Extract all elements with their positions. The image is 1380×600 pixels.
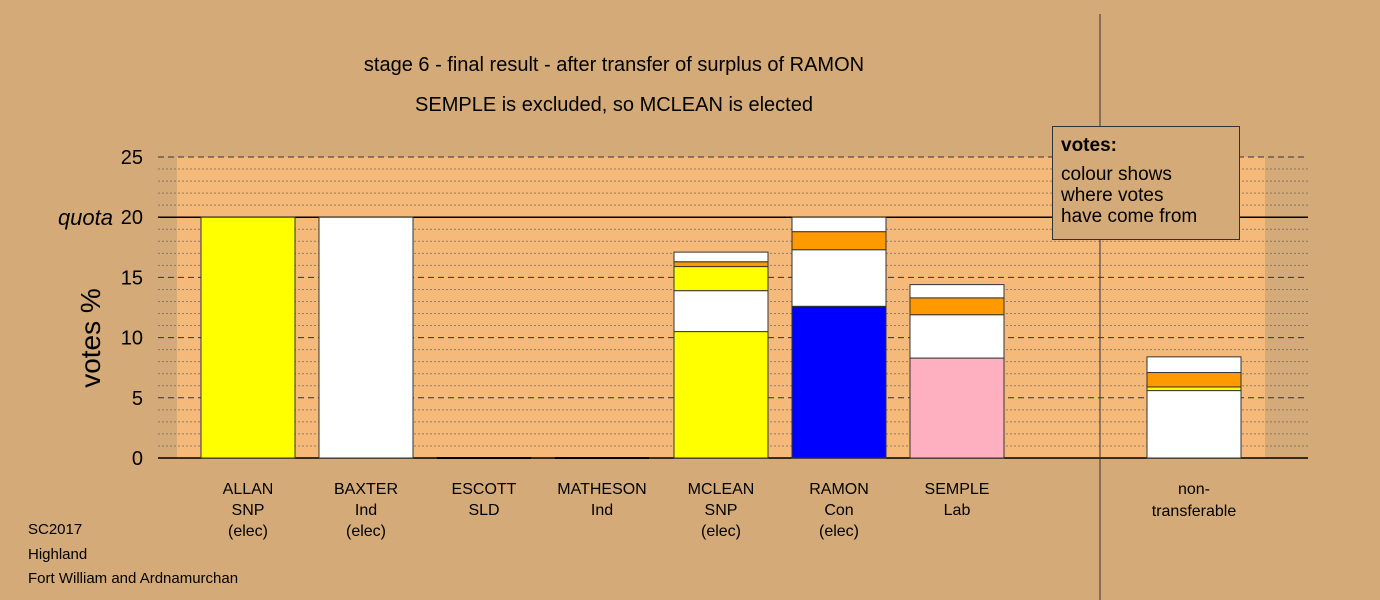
bar-segment — [909, 314, 1005, 359]
bar-segment — [673, 331, 769, 459]
x-tick-label: Ind — [355, 502, 377, 519]
y-axis-label: votes % — [75, 288, 106, 388]
chart-title: stage 6 - final result - after transfer … — [364, 54, 864, 76]
legend-title: votes: — [1061, 135, 1117, 156]
y-tick-label: 10 — [121, 328, 143, 350]
bar-segment — [673, 266, 769, 292]
legend-line: where votes — [1061, 185, 1164, 206]
bar-segment — [909, 284, 1005, 299]
y-tick-label: 15 — [121, 267, 143, 289]
x-tick-label: Ind — [591, 502, 613, 519]
footer-ward: Fort William and Ardnamurchan — [28, 570, 239, 587]
bar-segment — [673, 290, 769, 333]
bar-segment — [909, 357, 1005, 459]
bar-segment — [673, 251, 769, 263]
y-tick-label: 0 — [132, 448, 143, 470]
x-tick-label: (elec) — [346, 523, 386, 540]
x-tick-label: MATHESON — [557, 481, 646, 498]
y-tick-label: 25 — [121, 147, 143, 169]
x-tick-label: SLD — [468, 502, 499, 519]
bars-layer — [200, 216, 1242, 459]
nontransferable-segment — [1146, 390, 1242, 459]
x-tick-label: Lab — [944, 502, 971, 519]
footer-council: Highland — [28, 546, 88, 563]
x-tick-label: Con — [824, 502, 853, 519]
nontransferable-segment — [1146, 386, 1242, 392]
x-tick-label: BAXTER — [334, 481, 398, 498]
x-tick-label: (elec) — [701, 523, 741, 540]
y-tick-label: 5 — [132, 388, 143, 410]
chart-subtitle: SEMPLE is excluded, so MCLEAN is elected — [415, 94, 813, 116]
x-tick-label: transferable — [1152, 503, 1237, 520]
x-tick-label: RAMON — [809, 481, 869, 498]
x-tick-label: SNP — [232, 502, 265, 519]
y-tick-label: 20 — [121, 207, 143, 229]
bar-segment — [200, 216, 296, 459]
bar-segment — [318, 216, 414, 459]
x-tick-label: SEMPLE — [925, 481, 990, 498]
nontransferable-segment — [1146, 372, 1242, 388]
bar-segment — [791, 231, 887, 251]
x-tick-label: SNP — [705, 502, 738, 519]
y-axis: 0 5 10 15 20 25 — [121, 147, 143, 470]
x-tick-label: ESCOTT — [452, 481, 517, 498]
legend-line: colour shows — [1061, 164, 1172, 185]
x-tick-label: (elec) — [228, 523, 268, 540]
bar-segment — [791, 216, 887, 233]
bar-segment — [909, 297, 1005, 316]
x-tick-label: (elec) — [819, 523, 859, 540]
legend-box: votes: colour shows where votes have com… — [1052, 126, 1240, 240]
bar-segment — [791, 305, 887, 459]
quota-label: quota — [58, 205, 113, 230]
footer-election: SC2017 — [28, 521, 83, 538]
bar-segment — [791, 249, 887, 307]
nontransferable-segment — [1146, 356, 1242, 374]
x-tick-label: ALLAN — [223, 481, 274, 498]
legend-line: have come from — [1061, 206, 1198, 227]
x-tick-label: non- — [1178, 481, 1210, 498]
x-axis-labels: ALLAN SNP (elec) BAXTER Ind (elec) ESCOTT SLD MA… — [223, 481, 1237, 540]
bar-segment — [673, 261, 769, 268]
x-tick-label: MCLEAN — [688, 481, 755, 498]
